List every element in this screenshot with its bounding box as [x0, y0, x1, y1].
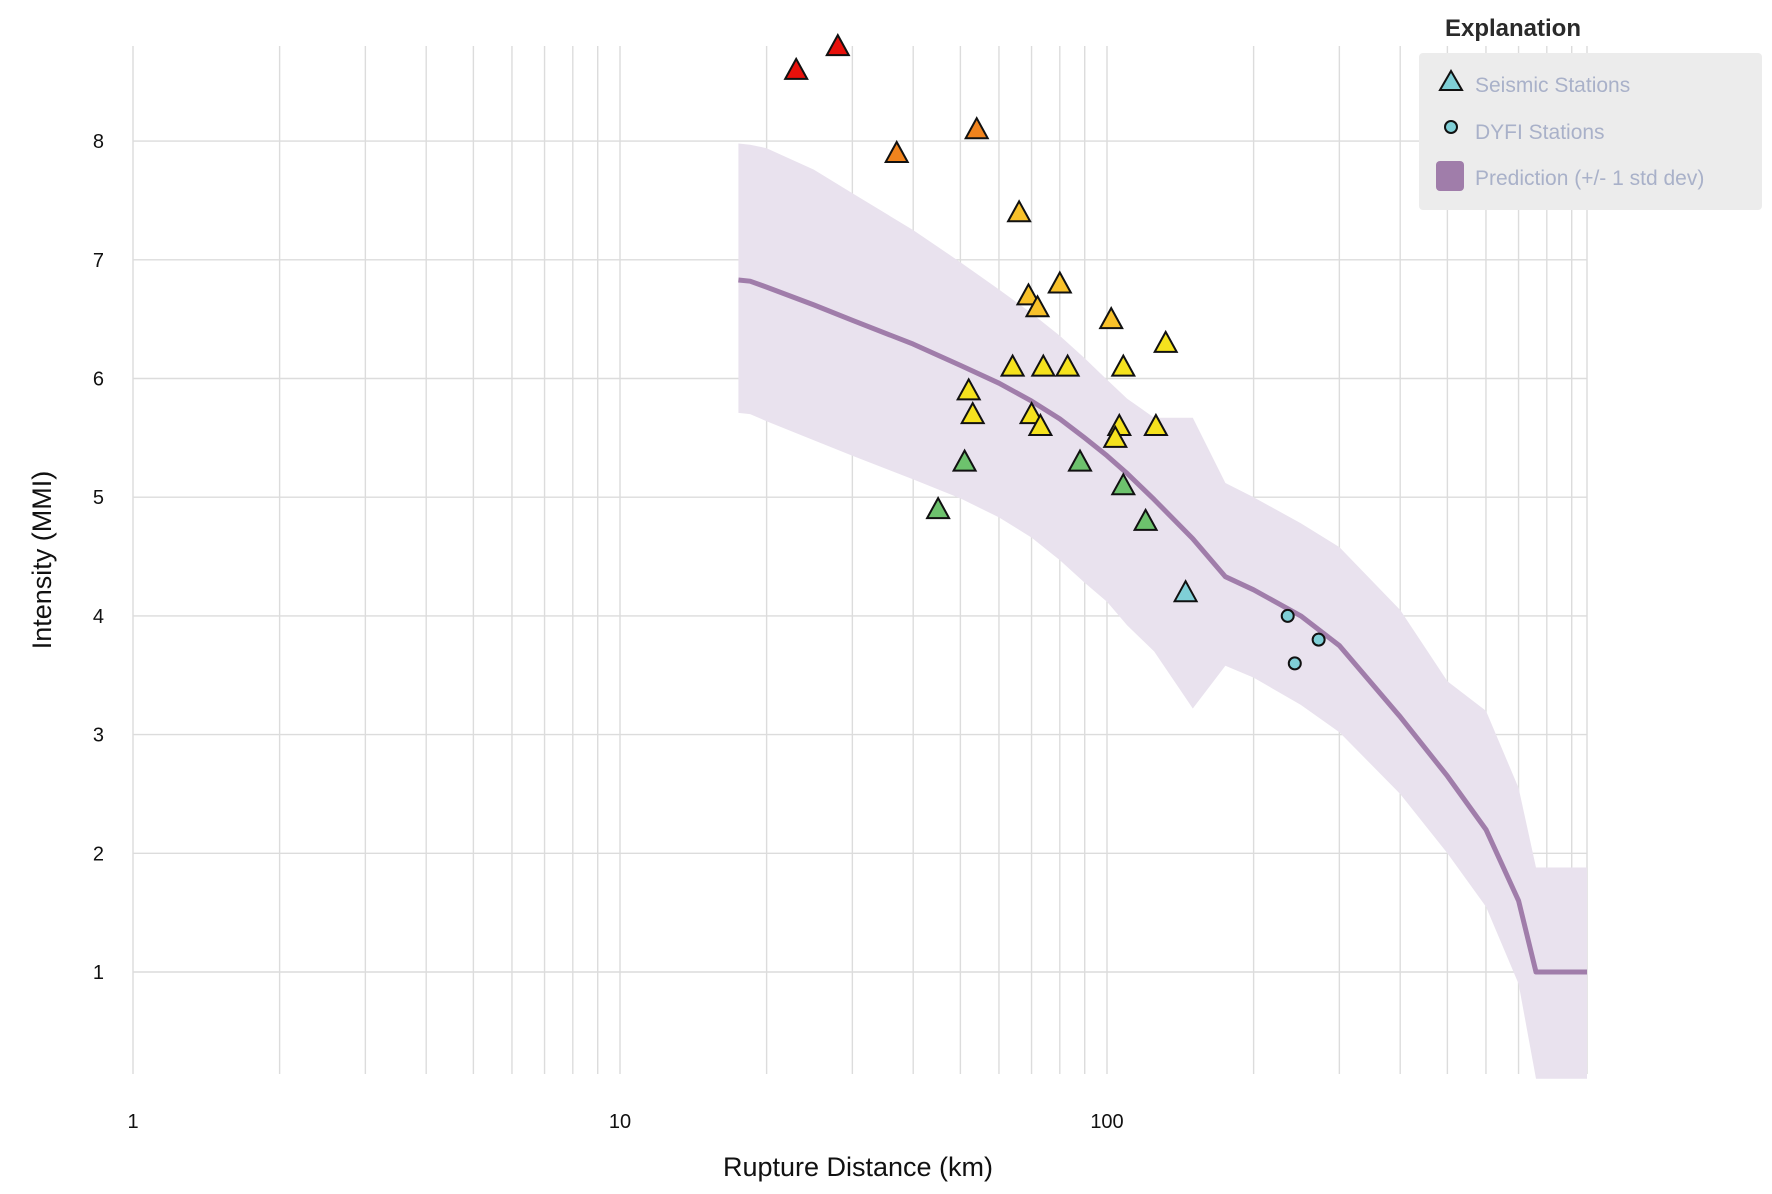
- seismic-station-marker: [1132, 507, 1159, 531]
- seismic-station-marker: [999, 353, 1026, 377]
- legend-prediction-swatch-icon: [1436, 161, 1464, 191]
- seismic-station-marker: [783, 56, 809, 80]
- x-tick-label: 10: [609, 1111, 631, 1133]
- seismic-station-marker: [1006, 199, 1032, 223]
- legend-label-dyfi-stations: DYFI Stations: [1475, 121, 1605, 144]
- seismic-station-marker: [1030, 353, 1056, 377]
- seismic-station-marker: [1015, 282, 1042, 306]
- legend-label-seismic-stations: Seismic Stations: [1475, 74, 1630, 97]
- x-tick-label: 1: [127, 1111, 138, 1133]
- y-tick-label: 8: [93, 131, 104, 153]
- seismic-station-marker: [1110, 353, 1136, 377]
- seismic-station-marker: [1024, 294, 1051, 318]
- seismic-station-marker: [1018, 401, 1045, 425]
- seismic-station-marker: [884, 139, 910, 163]
- legend-title: Explanation: [1445, 15, 1581, 42]
- legend-seismic-triangle-icon: [1438, 69, 1464, 91]
- seismic-station-marker: [1172, 579, 1199, 603]
- seismic-station-marker: [1098, 306, 1124, 330]
- legend-background: [1419, 53, 1762, 210]
- seismic-station-marker: [956, 377, 982, 401]
- seismic-station-marker: [951, 448, 978, 472]
- prediction-line-layer: [738, 277, 1587, 975]
- seismic-station-marker: [1153, 329, 1179, 353]
- dyfi-station-marker: [1280, 608, 1295, 623]
- seismic-station-marker: [925, 496, 951, 520]
- x-axis-title: Rupture Distance (km): [723, 1152, 993, 1182]
- y-tick-label: 6: [93, 369, 104, 391]
- seismic-station-marker: [825, 33, 851, 57]
- dyfi-station-marker: [1287, 656, 1302, 671]
- prediction-band-layer: [738, 143, 1587, 1079]
- y-tick-label: 2: [93, 843, 104, 865]
- legend-dyfi-circle-icon: [1444, 120, 1458, 134]
- seismic-station-marker: [1054, 353, 1081, 377]
- legend: Explanation Seismic Stations DYFI Statio…: [1419, 15, 1762, 210]
- prediction-line: [738, 277, 1587, 975]
- y-tick-label: 1: [93, 962, 104, 984]
- prediction-std-dev-band: [738, 143, 1587, 1079]
- y-tick-label: 5: [93, 487, 104, 509]
- seismic-station-marker: [964, 116, 990, 140]
- dyfi-station-marker: [1311, 632, 1326, 647]
- x-tick-label: 100: [1090, 1111, 1123, 1133]
- station-markers: [783, 33, 1326, 671]
- legend-label-prediction: Prediction (+/- 1 std dev): [1475, 167, 1704, 190]
- y-tick-label: 7: [93, 250, 104, 272]
- seismic-station-marker: [1143, 412, 1169, 436]
- seismic-station-marker: [960, 401, 986, 425]
- axis-ticks: 1 10 100 1 2 3 4 5 6 7 8: [93, 131, 1124, 1133]
- seismic-station-marker: [1110, 472, 1136, 496]
- seismic-station-marker: [1067, 448, 1093, 472]
- seismic-station-marker: [1102, 424, 1128, 448]
- y-tick-label: 3: [93, 725, 104, 747]
- seismic-station-marker: [1047, 270, 1073, 294]
- y-tick-label: 4: [93, 606, 104, 628]
- y-axis-title: Intensity (MMI): [27, 471, 57, 650]
- seismic-station-marker: [1027, 412, 1054, 436]
